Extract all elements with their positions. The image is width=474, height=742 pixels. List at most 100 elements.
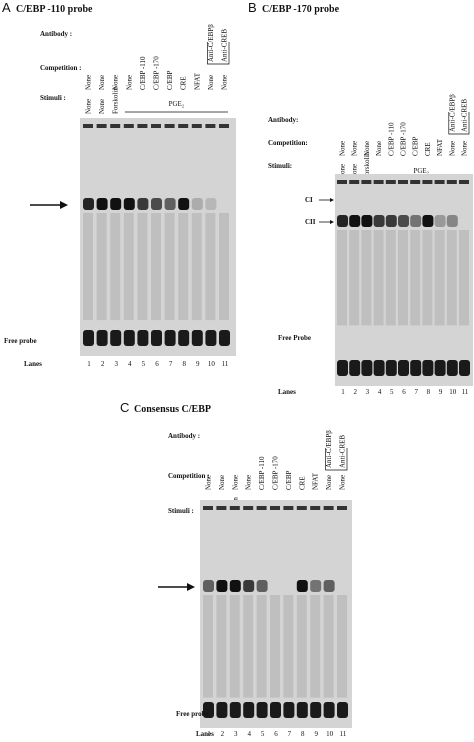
competition-text: CRE xyxy=(298,476,306,490)
competition-text: None xyxy=(339,475,347,490)
lane-number: 10 xyxy=(326,730,334,738)
well-band xyxy=(205,124,216,128)
competition-text: None xyxy=(448,141,456,156)
smear xyxy=(219,213,229,321)
free-band xyxy=(349,360,361,376)
smear xyxy=(361,230,372,326)
smear xyxy=(323,595,334,698)
free-band xyxy=(398,360,409,376)
antibody-text: Anti-CREB xyxy=(221,29,229,62)
free-probe-label: Free Probe xyxy=(278,334,311,342)
shift-band xyxy=(398,215,409,227)
smear xyxy=(137,213,148,321)
shift-band xyxy=(256,580,268,592)
shift-band xyxy=(205,198,217,210)
smear xyxy=(164,213,175,321)
shift-band xyxy=(373,215,385,227)
antibody-bracket xyxy=(448,112,470,135)
antibody-text: Anti-CREB xyxy=(339,435,347,468)
lane-number: 3 xyxy=(366,388,370,396)
smear xyxy=(296,595,307,698)
well-band xyxy=(459,180,469,184)
free-band xyxy=(205,330,217,346)
well-band xyxy=(178,124,189,128)
lane-number: 6 xyxy=(274,730,278,738)
lane-number: 9 xyxy=(314,730,318,738)
panel-title: C/EBP -170 probe xyxy=(262,4,340,15)
well-band xyxy=(216,506,227,510)
competition-text: None xyxy=(125,75,133,90)
panel-letter: A xyxy=(2,0,11,15)
lane-number: 9 xyxy=(196,360,200,368)
gel xyxy=(80,118,236,356)
smear xyxy=(398,230,408,326)
shift-band xyxy=(296,580,308,592)
shift-band xyxy=(229,580,241,592)
well-band xyxy=(434,180,445,184)
lane-number: 5 xyxy=(261,730,265,738)
well-band xyxy=(151,124,161,128)
antibody-text: Anti-CREB xyxy=(461,99,469,132)
lane-number: 4 xyxy=(247,730,251,738)
free-band xyxy=(410,360,422,376)
free-band xyxy=(83,330,94,346)
lane-number: 11 xyxy=(462,388,469,396)
well-band xyxy=(83,124,93,128)
competition-text: None xyxy=(245,475,253,490)
panel-letter: C xyxy=(120,400,129,415)
arrow-head xyxy=(60,201,68,209)
antibody-label: Antibody : xyxy=(40,30,72,38)
stimuli-label: Stimuli : xyxy=(168,507,194,515)
well-band xyxy=(243,506,254,510)
antibody-bracket xyxy=(325,448,348,471)
shift-band xyxy=(137,198,149,210)
smear xyxy=(229,595,240,698)
lane-number: 8 xyxy=(182,360,186,368)
gel xyxy=(200,500,352,728)
competition-text: None xyxy=(231,475,239,490)
smear xyxy=(310,595,321,698)
lanes-label: Lanes xyxy=(196,730,214,738)
smear xyxy=(446,230,457,326)
well-band xyxy=(283,506,294,510)
lane-number: 7 xyxy=(288,730,292,738)
lane-number: 10 xyxy=(208,360,216,368)
free-probe-label: Free probe xyxy=(176,710,209,718)
shift-band xyxy=(110,198,122,210)
well-band xyxy=(373,180,384,184)
free-band xyxy=(123,330,135,346)
lane-number: 2 xyxy=(221,730,225,738)
free-band xyxy=(385,360,397,376)
competition-text: None xyxy=(218,475,226,490)
lane-number: 1 xyxy=(87,360,91,368)
complex-arrow-head xyxy=(330,220,334,224)
well-band xyxy=(219,124,229,128)
antibody-text: Anti-C/EBPβ xyxy=(207,24,215,62)
competition-text: NFAT xyxy=(436,138,444,156)
well-band xyxy=(349,180,360,184)
shift-band xyxy=(164,198,176,210)
stimuli-group: PGE₂ xyxy=(169,100,185,108)
lane-number: 6 xyxy=(155,360,159,368)
well-band xyxy=(270,506,280,510)
smear xyxy=(283,595,294,698)
competition-text: None xyxy=(375,141,383,156)
lane-number: 1 xyxy=(341,388,345,396)
antibody-label: Antibody: xyxy=(268,116,298,124)
competition-text: None xyxy=(351,141,359,156)
well-band xyxy=(164,124,175,128)
well-band xyxy=(310,506,321,510)
stimuli-text: None xyxy=(339,164,347,179)
smear xyxy=(410,230,421,326)
free-band xyxy=(337,702,348,718)
lane-number: 2 xyxy=(353,388,357,396)
well-band xyxy=(203,506,213,510)
lane-number: 4 xyxy=(378,388,382,396)
shift-band xyxy=(410,215,422,227)
shift-band xyxy=(151,198,162,210)
competition-label: Competition : xyxy=(168,472,209,480)
well-band xyxy=(229,506,240,510)
lane-number: 1 xyxy=(207,730,211,738)
well-band xyxy=(446,180,457,184)
